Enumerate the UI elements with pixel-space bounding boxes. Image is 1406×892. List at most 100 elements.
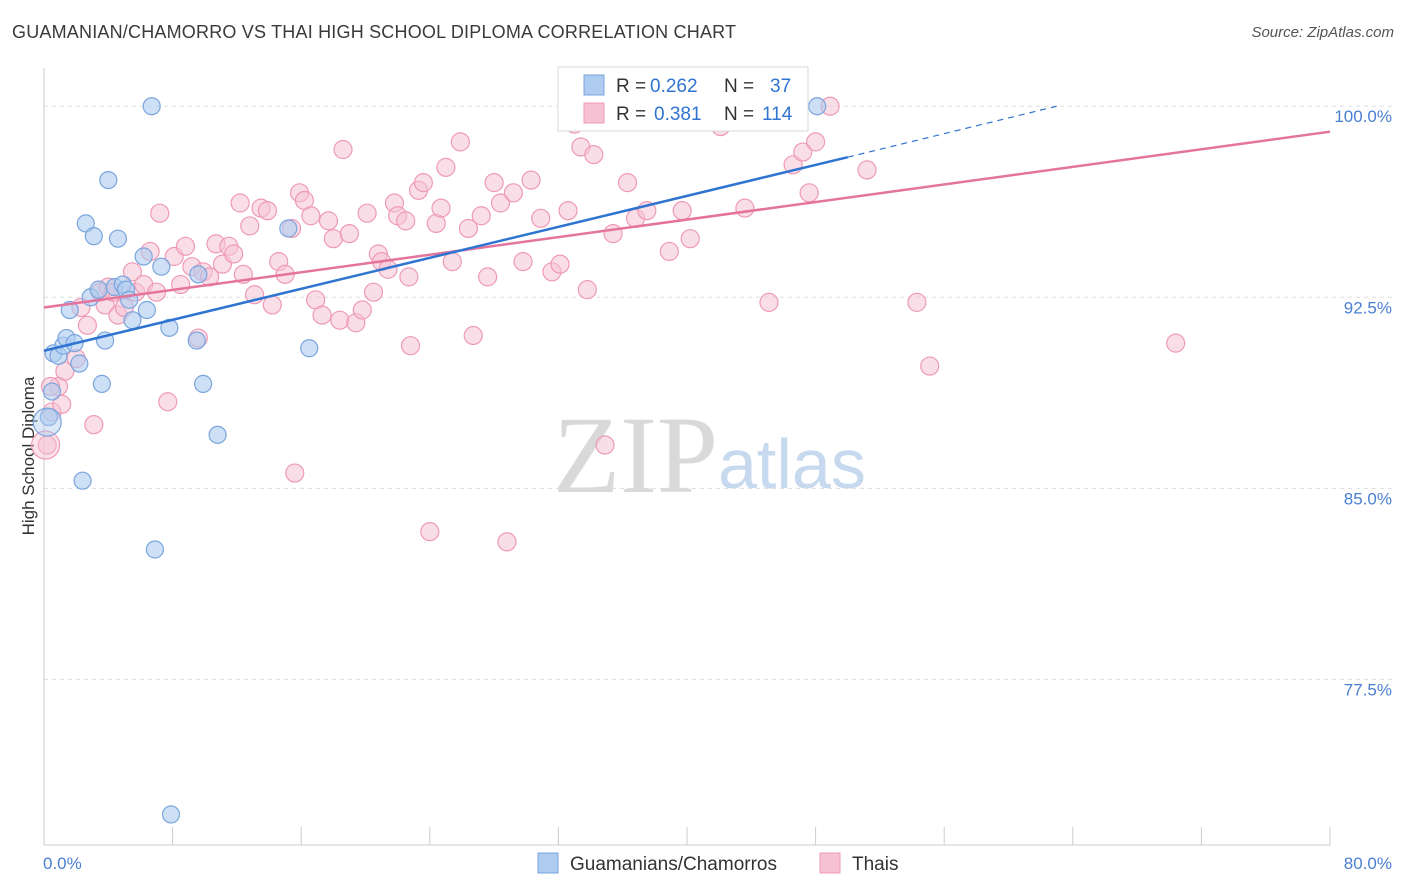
guamanian-point — [123, 311, 142, 330]
thai-point — [84, 415, 104, 435]
guamanian-point — [108, 229, 128, 248]
thai-point — [77, 315, 98, 335]
thai-point — [262, 295, 282, 315]
thai-point — [323, 229, 343, 249]
thai-point — [463, 325, 483, 346]
watermark: ZIP atlas — [553, 394, 866, 516]
thai-point — [450, 132, 470, 152]
guamanian-point — [208, 425, 227, 444]
thai-point — [550, 254, 570, 274]
thai-point — [857, 160, 877, 180]
thai-point — [420, 522, 440, 542]
thai-point — [920, 356, 940, 376]
series-legend: Guamanians/Chamorros Thais — [537, 852, 898, 875]
y-axis-title: High School Diploma — [19, 376, 38, 535]
thai-point — [318, 211, 339, 231]
thai-point — [680, 229, 700, 249]
guamanian-point — [70, 354, 89, 373]
thai-point — [735, 198, 755, 218]
thai-point — [759, 292, 779, 312]
thai-point — [436, 157, 456, 177]
thai-point — [558, 201, 578, 221]
guamanian-point — [32, 407, 62, 437]
thai-point — [577, 280, 597, 300]
guamanian-point — [84, 227, 103, 246]
thai-point — [799, 183, 819, 203]
thai-point — [31, 430, 61, 460]
legend-r-label-1: R = — [616, 104, 646, 125]
legend-n-label-0: N = — [724, 76, 754, 97]
guamanian-point — [808, 97, 827, 116]
thai-point — [175, 236, 196, 256]
guamanian-point — [279, 219, 298, 238]
thai-point — [659, 241, 679, 262]
thai-point — [458, 218, 478, 239]
legend-swatch-thais — [819, 852, 841, 874]
chart-source: Source: ZipAtlas.com — [1251, 24, 1394, 41]
legend-n-value-1: 114 — [762, 104, 793, 125]
thai-point — [352, 300, 372, 320]
thai-point — [793, 142, 813, 162]
guamanian-point — [134, 247, 153, 266]
guamanian-point — [137, 300, 156, 320]
thai-point — [301, 206, 321, 226]
thai-point — [478, 267, 498, 287]
guamanian-trend-line — [43, 155, 849, 352]
guamanian-point — [194, 374, 213, 393]
legend-r-label-0: R = — [616, 76, 646, 97]
x-tick-label-min: 0.0% — [43, 854, 82, 873]
thai-point — [1166, 333, 1186, 353]
thai-point — [513, 252, 533, 272]
guamanian-trend-extension — [847, 105, 1057, 158]
thai-point — [224, 244, 244, 264]
legend-r-value-1: 0.381 — [654, 104, 702, 125]
thai-point — [521, 170, 541, 190]
guamanian-point — [189, 265, 208, 284]
trend-lines — [43, 105, 1331, 352]
guamanian-point — [145, 540, 165, 559]
stats-legend: R = 0.262 N = 37 R = 0.381 N = 114 — [557, 66, 809, 132]
thai-point — [471, 206, 491, 226]
thai-point — [312, 305, 332, 325]
thai-point — [158, 392, 178, 412]
axes — [43, 68, 1331, 846]
thai-trend-line — [43, 130, 1331, 309]
thai-point — [603, 223, 623, 244]
thai-point — [122, 262, 143, 282]
thai-point — [497, 532, 517, 552]
chart-title: GUAMANIAN/CHAMORRO VS THAI HIGH SCHOOL D… — [12, 22, 737, 42]
guamanian-point — [300, 339, 319, 358]
legend-label-thais: Thais — [852, 854, 898, 875]
thai-point — [907, 292, 927, 312]
thai-point — [595, 435, 615, 455]
y-tick-labels: 77.5% 85.0% 92.5% 100.0% — [1334, 107, 1392, 699]
y-tick-label: 100.0% — [1334, 107, 1392, 126]
thai-point — [357, 203, 377, 223]
thai-point — [431, 198, 451, 218]
thai-point — [805, 132, 826, 152]
legend-n-value-0: 37 — [770, 76, 791, 97]
thai-point — [584, 145, 604, 165]
thai-point — [484, 173, 504, 193]
guamanian-point — [161, 805, 181, 824]
guamanian-point — [89, 280, 108, 299]
thai-point — [333, 139, 353, 160]
thai-point — [330, 310, 350, 330]
thai-point — [339, 223, 360, 244]
y-tick-label: 85.0% — [1344, 489, 1392, 508]
thai-point — [399, 267, 419, 287]
legend-n-label-1: N = — [724, 104, 754, 125]
guamanian-points — [32, 97, 827, 824]
thai-point — [396, 211, 416, 231]
thai-point — [503, 183, 523, 203]
legend-swatch-guamanians — [537, 852, 559, 874]
thai-point — [257, 201, 278, 221]
y-tick-label: 77.5% — [1344, 680, 1392, 699]
thai-point — [230, 193, 250, 213]
thai-point — [52, 394, 72, 414]
guamanian-point — [187, 331, 206, 350]
legend-label-guamanians: Guamanians/Chamorros — [570, 854, 777, 875]
watermark-atlas: atlas — [718, 425, 866, 503]
thai-point — [672, 201, 692, 221]
